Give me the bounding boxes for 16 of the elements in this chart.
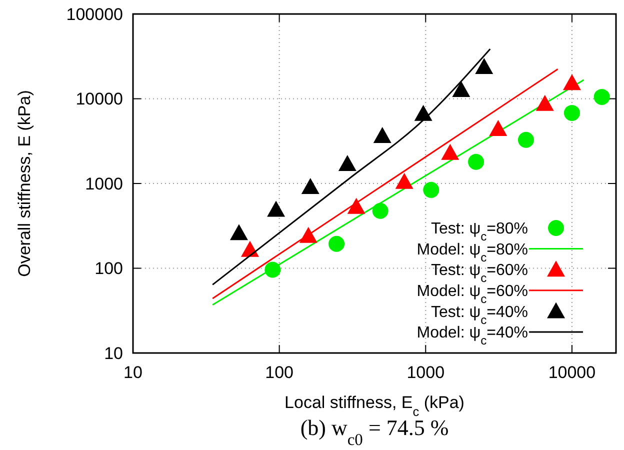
- y-tick-label: 10000: [76, 90, 123, 109]
- legend-label: Model: ψ$_{c}$=40%: [416, 324, 528, 348]
- y-tick-label: 1000: [85, 174, 123, 194]
- y-axis-title: Overall stiffness, E (kPa): [15, 90, 34, 277]
- legend-label: Model: ψ$_{c}$=60%: [416, 283, 528, 306]
- legend-label: Test: ψ$_{c}$=60%: [430, 262, 528, 286]
- legend-label: Test: ψ$_{c}$=40%: [430, 304, 528, 327]
- x-tick-label: 10000: [548, 363, 596, 382]
- y-tick-label: 10: [104, 344, 123, 363]
- legend-label: Test: ψ$_{c}$=80%: [430, 220, 528, 244]
- x-tick-label: 1000: [406, 363, 445, 382]
- y-tick-label: 100000: [66, 4, 123, 24]
- x-tick-label: 100: [265, 363, 294, 382]
- x-tick-label: 10: [124, 363, 142, 382]
- y-tick-label: 100: [94, 259, 123, 278]
- legend-label: Model: ψ$_{c}$=80%: [416, 241, 528, 264]
